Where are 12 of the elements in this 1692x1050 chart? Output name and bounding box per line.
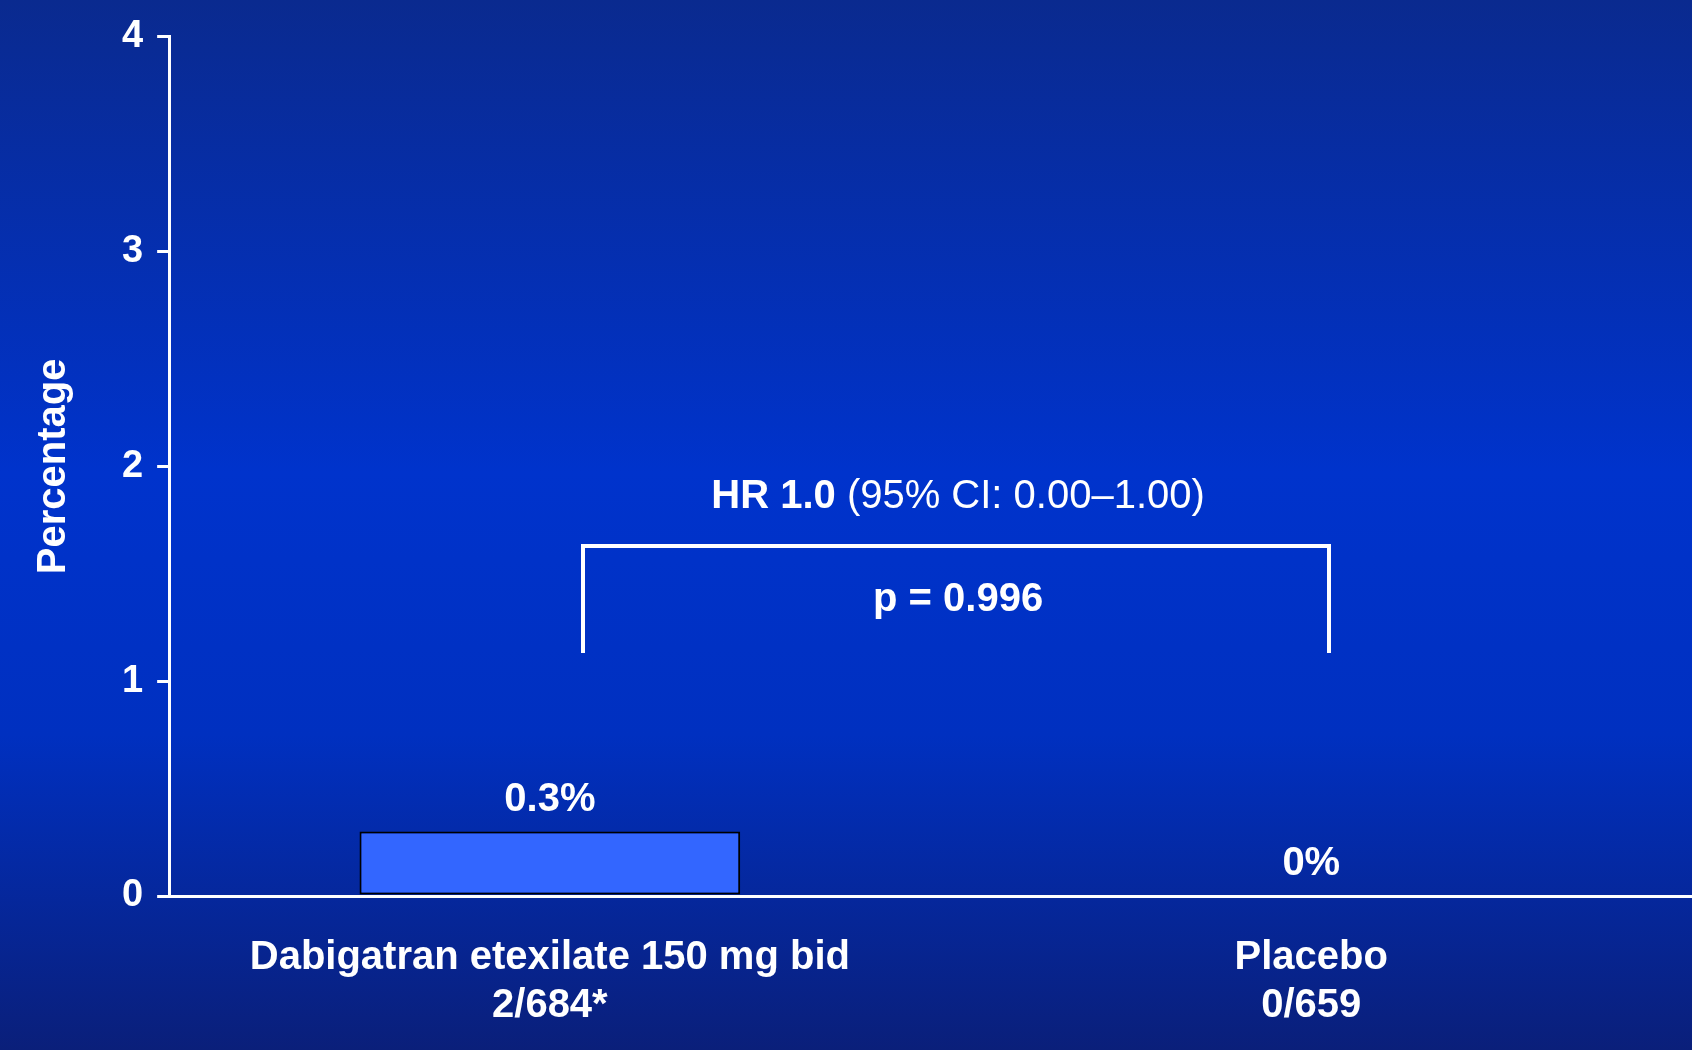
- data-label: 0%: [1282, 839, 1341, 884]
- y-tick-label: 4: [121, 13, 144, 56]
- annotation: HR 1.0 (95% CI: 0.00–1.00): [711, 471, 1205, 516]
- x-tick-label: Dabigatran etexilate 150 mg bid 2/684*: [249, 933, 850, 1026]
- y-tick-label: 2: [121, 442, 144, 485]
- y-tick-label: 0: [121, 872, 144, 915]
- y-tick-label: 3: [121, 228, 144, 271]
- x-tick-label: Placebo 0/659: [1234, 933, 1388, 1026]
- data-label: 0.3%: [504, 774, 596, 819]
- y-axis-title: Percentage: [29, 358, 74, 575]
- annotation: p = 0.996: [873, 574, 1044, 619]
- y-tick-label: 1: [121, 657, 144, 700]
